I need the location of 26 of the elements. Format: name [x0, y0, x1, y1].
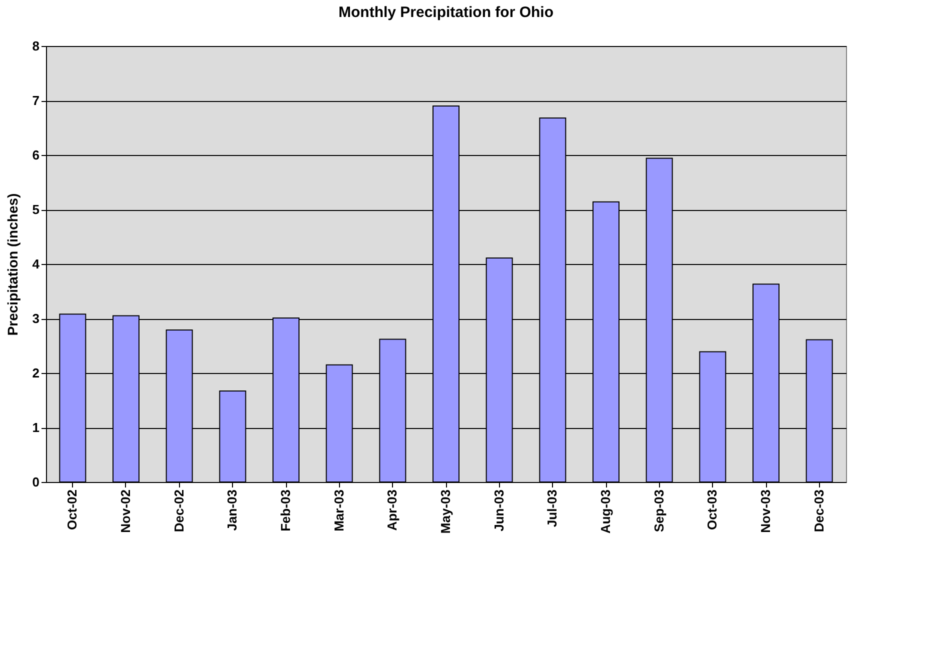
y-axis-title: Precipitation (inches): [4, 193, 20, 336]
x-tick-label: Feb-03: [278, 490, 293, 532]
x-tick-label: Jun-03: [491, 490, 506, 532]
y-tick-label: 3: [32, 311, 40, 326]
x-tick-label: Oct-02: [64, 490, 80, 530]
chart-title: Monthly Precipitation for Ohio: [338, 4, 554, 21]
x-tick-label: Nov-03: [758, 490, 773, 533]
x-tick-label: Aug-03: [598, 490, 613, 534]
y-tick-label: 2: [32, 366, 40, 380]
x-tick-label: Nov-02: [118, 490, 133, 533]
x-tick-label: Oct-03: [704, 490, 720, 530]
x-tick-label: Dec-03: [811, 490, 826, 532]
y-tick-label: 8: [32, 38, 40, 54]
y-tick-label: 0: [32, 474, 40, 490]
x-tick-label: Apr-03: [384, 490, 400, 531]
x-tick-label: May-03: [438, 490, 453, 534]
x-tick-label: Dec-02: [171, 490, 186, 532]
x-tick-label: Sep-03: [651, 490, 666, 532]
y-tick-label: 7: [32, 93, 40, 108]
y-tick-label: 6: [32, 148, 40, 162]
x-tick-label: Mar-03: [331, 490, 346, 532]
y-tick-label: 4: [32, 256, 40, 272]
y-tick-label: 5: [32, 202, 40, 217]
x-tick-label: Jul-03: [544, 490, 560, 528]
x-tick-label: Jan-03: [224, 490, 240, 531]
y-tick-label: 1: [32, 420, 40, 435]
